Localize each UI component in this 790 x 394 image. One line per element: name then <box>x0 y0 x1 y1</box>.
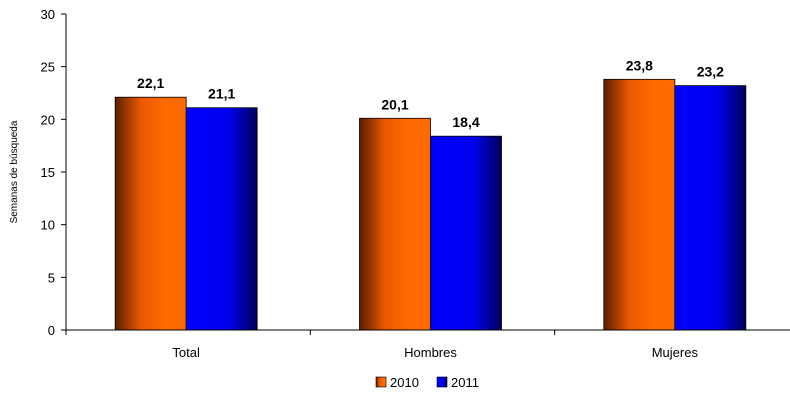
bar-2011-mujeres <box>674 85 747 331</box>
data-label: 21,1 <box>208 86 235 102</box>
bar-2011-total <box>185 107 258 331</box>
data-label: 18,4 <box>452 114 479 130</box>
bar-2010-total <box>114 96 187 331</box>
data-labels: 22,1 21,1 20,1 18,4 23,8 23,2 <box>137 57 724 130</box>
y-tick-label: 15 <box>41 165 55 180</box>
legend-label-2010: 2010 <box>390 375 419 390</box>
legend-swatch-2010 <box>375 376 387 388</box>
bar-2011-hombres <box>430 135 502 331</box>
y-axis-title: Semanas de búsqueda <box>9 120 20 223</box>
y-tick-label: 10 <box>41 218 55 233</box>
bar-2010-mujeres <box>603 78 676 331</box>
y-axis-ticks: 0 5 10 15 20 25 30 <box>41 7 66 338</box>
y-tick-label: 5 <box>48 270 55 285</box>
x-axis-ticks <box>65 330 556 335</box>
y-tick-label: 0 <box>48 323 55 338</box>
x-axis-labels: Total Hombres Mujeres <box>172 345 698 360</box>
x-category-label: Mujeres <box>652 345 699 360</box>
y-tick-label: 30 <box>41 7 55 22</box>
legend-swatch-2011 <box>436 376 448 388</box>
x-category-label: Hombres <box>404 345 457 360</box>
y-tick-label: 20 <box>41 112 55 127</box>
legend: 2010 2011 <box>375 375 479 390</box>
data-label: 23,8 <box>626 57 653 73</box>
bar-2010-hombres <box>359 117 431 331</box>
data-label: 20,1 <box>381 96 408 112</box>
x-category-label: Total <box>172 345 200 360</box>
bars <box>114 78 747 331</box>
legend-label-2011: 2011 <box>451 375 479 390</box>
data-label: 23,2 <box>697 64 724 80</box>
y-tick-label: 25 <box>41 60 55 75</box>
data-label: 22,1 <box>137 75 164 91</box>
